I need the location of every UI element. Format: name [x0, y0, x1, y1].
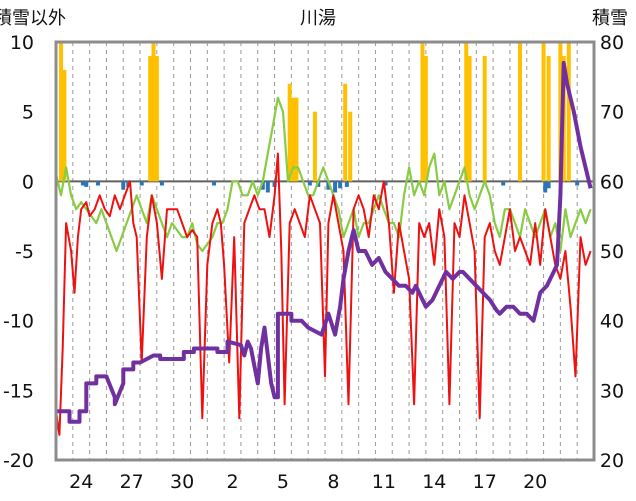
left-y-tick: 5 [22, 102, 34, 124]
negative_bars-bar [543, 181, 548, 193]
negative_bars-bar [212, 181, 217, 186]
right-y-tick: 50 [600, 241, 624, 263]
precipitation-bar [312, 111, 317, 182]
precipitation-bar [291, 97, 296, 182]
negative_bars-bar [139, 181, 144, 186]
right-axis-title: 積雪 [592, 8, 628, 29]
negative_bars-bar [338, 181, 343, 189]
precipitation-bar [59, 42, 64, 182]
x-tick: 8 [327, 471, 339, 493]
negative_bars-bar [546, 181, 551, 189]
left-y-tick: -10 [3, 311, 34, 333]
x-tick: 24 [69, 471, 93, 493]
precipitation-bar [62, 69, 67, 182]
right-y-tick: 60 [600, 171, 624, 193]
negative_bars-bar [260, 181, 265, 190]
negative_bars-bar [265, 181, 270, 193]
precipitation-bar [148, 55, 153, 182]
negative_bars-bar [121, 181, 126, 190]
x-tick: 2 [226, 471, 238, 493]
precipitation-bar [518, 42, 523, 182]
precipitation-bar [287, 83, 292, 182]
bars [59, 42, 580, 193]
negative_bars-bar [333, 181, 338, 193]
negative_bars-bar [501, 181, 506, 186]
x-tick: 27 [120, 471, 144, 493]
x-tick: 17 [473, 471, 497, 493]
chart-title: 川湯 [300, 8, 336, 29]
x-tick: 20 [523, 471, 547, 493]
right-y-tick: 30 [600, 380, 624, 402]
left-axis-title: 積雪以外 [0, 8, 66, 29]
left-y-tick: 10 [10, 32, 34, 54]
negative_bars-bar [383, 181, 388, 186]
precipitation-bar [348, 111, 353, 182]
negative_bars-bar [326, 181, 331, 190]
x-tick: 5 [277, 471, 289, 493]
precipitation-bar [420, 42, 425, 182]
plot-frame [54, 40, 596, 462]
left-y-tick: -15 [3, 380, 34, 402]
temperature-line [55, 152, 592, 436]
negative_bars-bar [575, 181, 580, 186]
x-tick: 14 [422, 471, 446, 493]
precipitation-bar [566, 42, 571, 182]
x-tick: 11 [372, 471, 396, 493]
snow_depth-line [56, 60, 593, 424]
right-y-tick: 80 [600, 32, 624, 54]
left-y-tick: 0 [22, 171, 34, 193]
right-y-tick: 70 [600, 102, 624, 124]
left-y-tick: -5 [15, 241, 34, 263]
x-tick: 30 [170, 471, 194, 493]
precipitation-bar [343, 83, 348, 182]
precipitation-bar [482, 55, 487, 182]
negative_bars-bar [84, 181, 89, 187]
precipitation-bar [151, 42, 156, 182]
negative_bars-bar [159, 181, 164, 186]
precipitation-bar [464, 42, 469, 182]
precipitation-bar [154, 55, 159, 182]
precipitation-bar [294, 97, 299, 182]
negative_bars-bar [307, 181, 312, 186]
negative_bars-bar [344, 181, 349, 187]
precipitation-bar [467, 55, 472, 182]
right-y-tick: 40 [600, 311, 624, 333]
negative_bars-bar [80, 181, 85, 186]
series-lines [54, 60, 593, 436]
precipitation-bar [541, 42, 546, 182]
left-y-tick: -20 [3, 450, 34, 472]
green_series-line [54, 96, 592, 253]
negative_bars-bar [96, 181, 101, 186]
precipitation-bar [546, 55, 551, 182]
precipitation-bar [423, 55, 428, 182]
precipitation-bar [558, 42, 563, 182]
right-y-tick: 20 [600, 450, 624, 472]
